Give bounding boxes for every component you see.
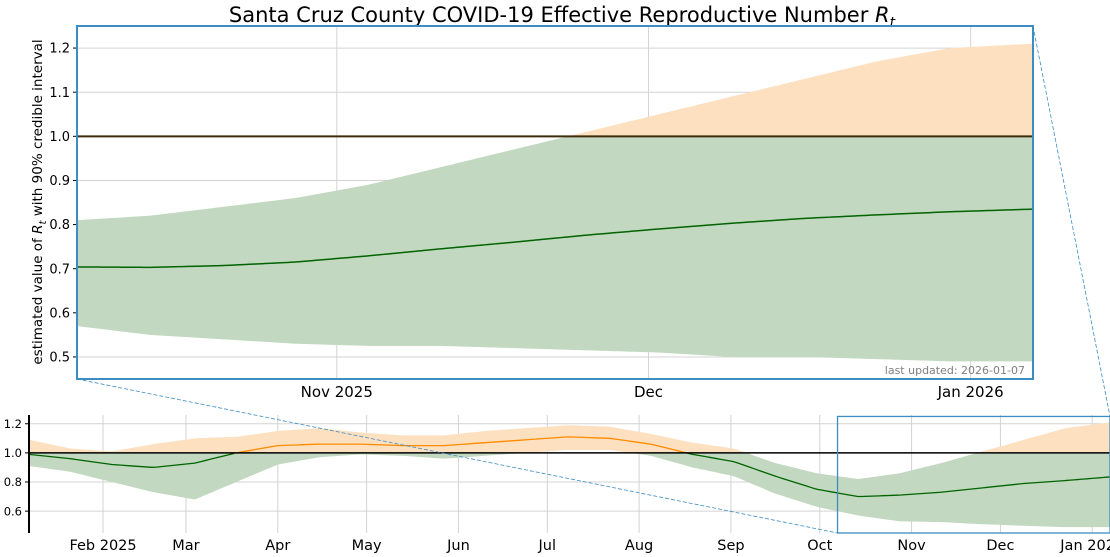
credible-band-below-1: [77, 136, 1033, 362]
x-tick-label: Dec: [986, 538, 1014, 554]
x-tick-label: Jul: [538, 538, 557, 554]
rt-line-below-1: [684, 451, 1110, 498]
y-tick-label: 1.1: [49, 86, 70, 101]
y-tick-label: 1.2: [4, 417, 22, 431]
x-tick-label: Jan 2026: [1059, 538, 1110, 554]
y-tick-label: 1.0: [49, 130, 70, 145]
main-plot-frame: [76, 25, 1034, 380]
plot-marks: [29, 422, 1110, 528]
x-tick-label: Sep: [717, 538, 744, 554]
chart-title: Santa Cruz County COVID-19 Effective Rep…: [229, 3, 896, 31]
y-tick-label: 0.6: [4, 504, 22, 518]
credible-band-below-1: [29, 452, 1110, 528]
y-tick-label: 0.6: [49, 306, 70, 321]
x-tick-label: Oct: [807, 538, 832, 554]
x-tick-label: Nov: [897, 538, 926, 554]
x-tick-label: Nov 2025: [301, 383, 373, 401]
zoom-connectors: [76, 25, 1110, 534]
y-tick-label: 1.2: [49, 42, 70, 57]
zoom-connector-left: [76, 378, 838, 534]
main-plot: 0.5 0.6 0.7 0.8 0.9 1.0 1.1 1.2 Nov 2025 Dec Jan 2…: [49, 25, 1034, 401]
credible-band-above-1: [29, 422, 1110, 453]
y-axis-label: estimated value of Rt with 90% credible …: [30, 39, 49, 364]
zoom-connector-right: [1032, 25, 1110, 417]
overview-plot: 0.6 0.8 1.0 1.2 Feb 2025 Mar Apr May Jun Jul Aug Se…: [4, 415, 1110, 554]
x-tick-label: Mar: [172, 538, 199, 554]
y-tick-label: 0.7: [49, 262, 70, 277]
y-tick-label: 0.8: [4, 475, 22, 489]
credible-band-above-1: [77, 43, 1033, 137]
rt-line-above-1: [234, 436, 685, 454]
x-tick-label: Apr: [265, 538, 290, 554]
x-tick-label: Dec: [634, 383, 663, 401]
y-tick-label: 0.8: [49, 218, 70, 233]
rt-line-below-1: [29, 452, 235, 468]
x-tick-label: May: [352, 538, 382, 554]
y-tick-label: 0.9: [49, 174, 70, 189]
rt-line-below-1: [77, 208, 1033, 269]
x-tick-label: Jan 2026: [937, 383, 1004, 401]
x-tick-label: Aug: [625, 538, 653, 554]
x-tick-label: Feb 2025: [69, 538, 136, 554]
plot-marks: [77, 43, 1033, 362]
x-tick-label: Jun: [446, 538, 470, 554]
y-tick-label: 1.0: [4, 446, 22, 460]
y-tick-label: 0.5: [49, 351, 70, 366]
last-updated-annotation: last updated: 2026-01-07: [885, 364, 1025, 377]
